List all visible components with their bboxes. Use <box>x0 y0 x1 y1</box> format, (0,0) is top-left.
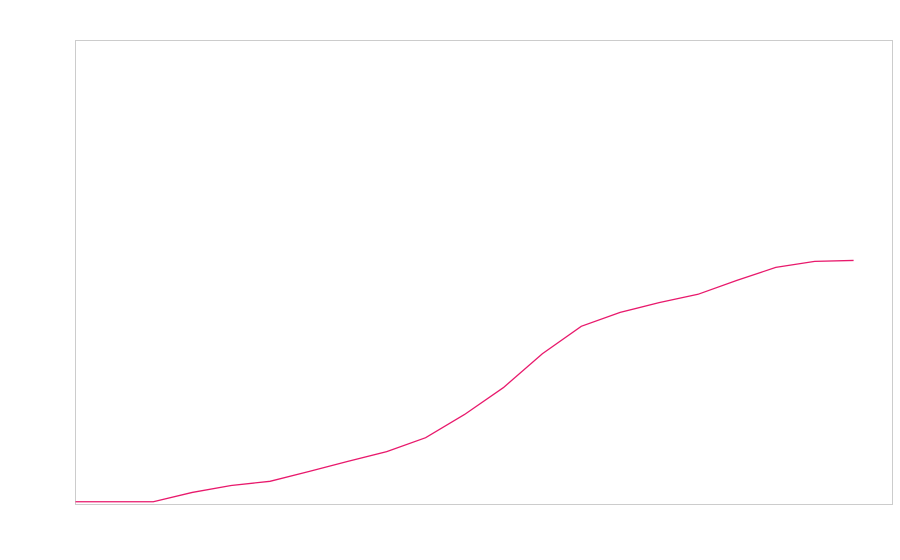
data-line <box>75 259 854 503</box>
plot-frame <box>75 40 893 505</box>
